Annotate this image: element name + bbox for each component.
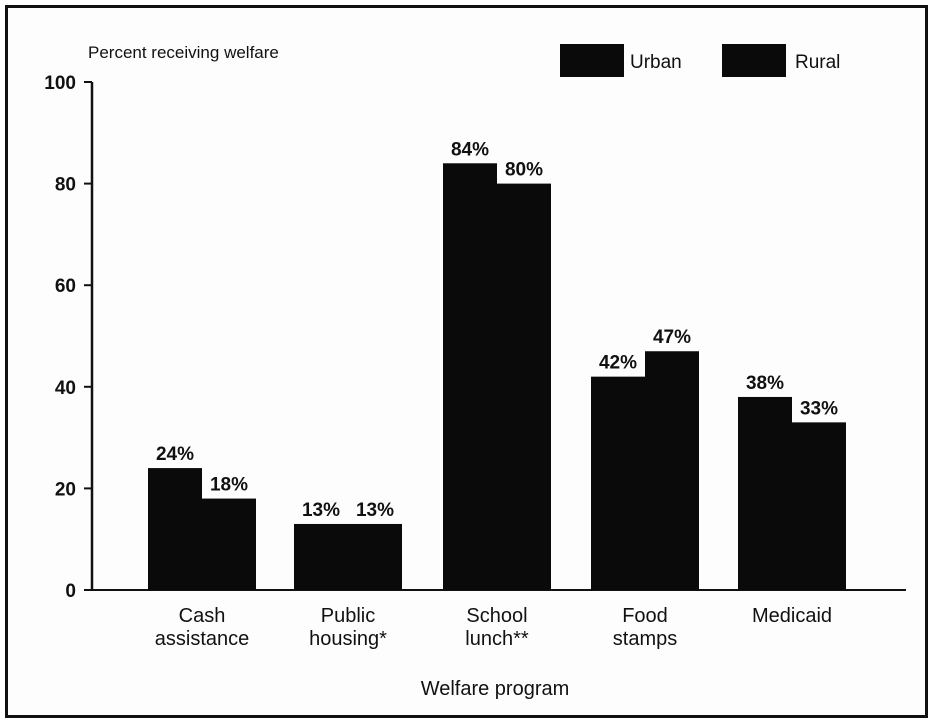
legend-label-urban: Urban [630,52,682,73]
y-tick-label: 60 [55,276,76,297]
value-label-urban: 24% [156,444,194,465]
y-tick-label: 80 [55,175,76,196]
legend: Urban Rural [560,44,840,77]
bar-rural [792,422,846,590]
bar-urban [148,468,202,590]
value-label-urban: 84% [451,139,489,160]
legend-swatch-rural [722,44,786,77]
y-tick-label: 40 [55,378,76,399]
y-axis-label: Percent receiving welfare [88,43,279,62]
bar-rural [497,183,551,590]
bar-urban [591,376,645,590]
bar-rural [202,498,256,590]
value-label-rural: 18% [210,475,248,496]
value-label-urban: 38% [746,373,784,394]
bar-urban [294,523,348,590]
value-label-rural: 80% [505,160,543,181]
legend-label-rural: Rural [795,52,840,73]
category-label: Food [622,605,668,627]
bar-urban [443,163,497,590]
category-label: stamps [613,628,677,650]
value-label-rural: 33% [800,398,838,419]
x-axis-label: Welfare program [421,678,570,700]
bar-urban [738,396,792,590]
category-label: School [466,605,527,627]
bar-rural [348,523,402,590]
category-label: Cash [179,605,226,627]
bars [148,163,846,590]
value-label-urban: 42% [599,353,637,374]
category-label: Public [321,605,375,627]
legend-swatch-urban [560,44,624,77]
category-label: Medicaid [752,605,832,627]
value-labels: 24% 18% 13% 13% 84% 80% 42% 47% 38% 33% [156,139,838,521]
value-label-urban: 13% [302,500,340,521]
category-label: housing* [309,628,387,650]
value-label-rural: 47% [653,327,691,348]
category-label: lunch** [465,628,529,650]
value-label-rural: 13% [356,500,394,521]
bar-rural [645,351,699,590]
category-label: assistance [155,628,250,650]
y-tick-label: 0 [65,581,76,602]
y-tick-label: 20 [55,479,76,500]
y-tick-label: 100 [44,73,76,94]
